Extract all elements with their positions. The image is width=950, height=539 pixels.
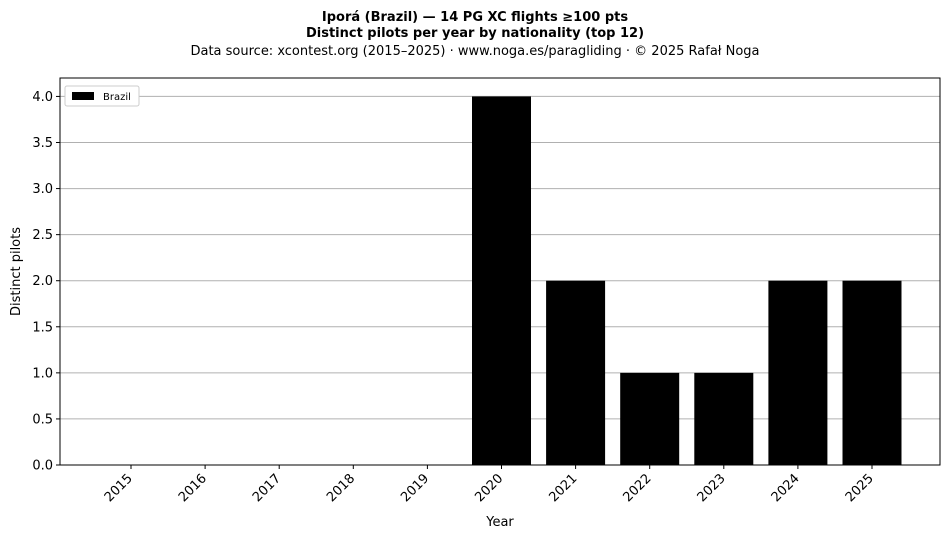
y-axis-ticks: 0.0 0.5 1.0 1.5 2.0 2.5 3.0 3.5 4.0 — [32, 90, 60, 474]
x-axis-label: Year — [485, 515, 514, 530]
legend-swatch-brazil — [72, 92, 94, 100]
legend: Brazil — [64, 85, 140, 107]
bar-2025 — [842, 280, 902, 465]
bar-2021 — [546, 280, 606, 465]
x-tick-label: 2017 — [250, 471, 284, 505]
y-tick-label: 3.0 — [32, 182, 53, 197]
x-tick-label: 2018 — [324, 471, 358, 505]
x-tick-label: 2025 — [843, 471, 877, 505]
bar-2020 — [472, 96, 531, 465]
x-tick-label: 2015 — [102, 471, 136, 505]
legend-box — [64, 85, 140, 107]
y-tick-label: 0.0 — [32, 459, 53, 474]
y-tick-label: 2.5 — [32, 228, 53, 243]
bar-2023 — [694, 372, 754, 465]
y-tick-label: 3.5 — [32, 136, 53, 151]
bar-2024 — [768, 280, 828, 465]
y-axis-label: Distinct pilots — [9, 227, 24, 316]
legend-label-brazil: Brazil — [103, 92, 131, 103]
bar-2022 — [620, 372, 680, 465]
y-tick-label: 0.5 — [32, 412, 53, 427]
y-tick-label: 2.0 — [32, 274, 53, 289]
chart-title-line2: Distinct pilots per year by nationality … — [306, 26, 644, 41]
plot-frame — [59, 77, 941, 466]
x-axis-ticks: 2015 2016 2017 2018 2019 2020 2021 2022 2023 2024… — [102, 465, 877, 505]
x-tick-label: 2016 — [176, 471, 210, 505]
x-tick-label: 2022 — [621, 471, 655, 505]
x-tick-label: 2024 — [769, 471, 803, 505]
y-tick-label: 4.0 — [32, 90, 53, 105]
y-tick-label: 1.5 — [32, 320, 53, 335]
x-tick-label: 2021 — [546, 471, 580, 505]
y-tick-label: 1.0 — [32, 366, 53, 381]
bars — [472, 96, 902, 465]
chart-title-line1: Iporá (Brazil) — 14 PG XC flights ≥100 p… — [322, 10, 628, 25]
x-tick-label: 2019 — [398, 471, 432, 505]
x-tick-label: 2020 — [472, 471, 506, 505]
x-tick-label: 2023 — [695, 471, 729, 505]
chart-subtitle: Data source: xcontest.org (2015–2025) · … — [190, 44, 759, 59]
